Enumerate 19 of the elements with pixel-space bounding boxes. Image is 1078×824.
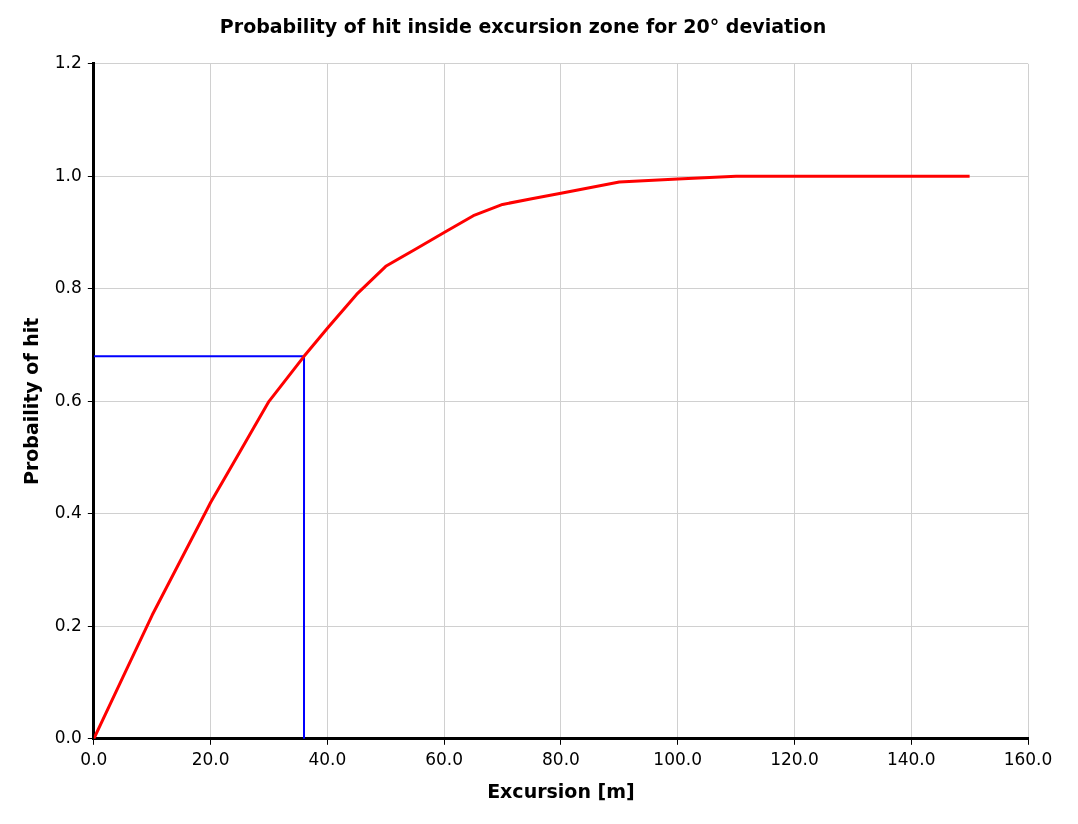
y-tick-label: 0.2 bbox=[54, 614, 82, 635]
y-tick-label: 1.2 bbox=[54, 52, 82, 73]
y-tick-label: 1.0 bbox=[54, 164, 82, 185]
x-tick-label: 0.0 bbox=[80, 749, 108, 770]
y-axis-title: Probaility of hit bbox=[20, 317, 43, 486]
y-tick-label: 0.4 bbox=[54, 502, 82, 523]
x-axis-title: Excursion [m] bbox=[487, 779, 635, 802]
x-tick-label: 20.0 bbox=[191, 749, 230, 770]
x-tick-label: 120.0 bbox=[770, 749, 819, 770]
x-tick-label: 160.0 bbox=[1003, 749, 1053, 770]
x-tick-label: 140.0 bbox=[886, 749, 936, 770]
y-tick-label: 0.6 bbox=[54, 389, 82, 410]
x-tick-label: 40.0 bbox=[308, 749, 347, 770]
y-tick-label: 0.0 bbox=[54, 727, 82, 748]
x-tick-label: 80.0 bbox=[541, 749, 580, 770]
y-tick-label: 0.8 bbox=[54, 277, 82, 298]
chart-title: Probability of hit inside excursion zone for 20° deviation bbox=[219, 15, 827, 38]
x-tick-label: 100.0 bbox=[653, 749, 703, 770]
x-tick-label: 60.0 bbox=[425, 749, 464, 770]
